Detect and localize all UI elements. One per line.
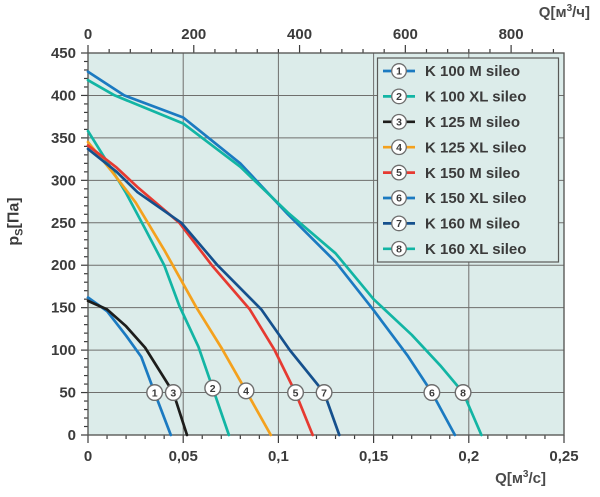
- legend-label-7: K 160 M sileo: [425, 216, 520, 233]
- legend-marker-circle-7: [391, 215, 407, 232]
- curve-marker-circle-3: [164, 384, 182, 402]
- bottom-tick-label: 0,2: [458, 448, 479, 465]
- top-tick-label: 800: [499, 26, 524, 43]
- curve-marker-number-2: 2: [210, 383, 216, 395]
- legend-box: [376, 57, 560, 263]
- curve-marker-circle-1: [146, 384, 164, 402]
- curve-marker-number-5: 5: [293, 387, 299, 399]
- y-tick-label: 450: [51, 45, 76, 62]
- curve-6-k-150-xl-sileo: [86, 70, 457, 437]
- curve-marker-circle-2: [204, 379, 222, 397]
- legend-marker-number-8: 8: [396, 243, 402, 255]
- y-tick-label: 250: [51, 215, 76, 232]
- curve-marker-circle-8: [454, 384, 472, 402]
- curve-marker-number-7: 7: [321, 387, 327, 399]
- top-axis-unit-label: Q[м3/ч]: [538, 3, 590, 21]
- plot-border: [87, 52, 565, 436]
- legend-marker-circle-4: [391, 139, 407, 156]
- legend-marker-number-2: 2: [396, 91, 402, 103]
- legend-marker-circle-6: [391, 190, 407, 206]
- legend-item-1: 1 K 100 M sileo: [383, 63, 520, 80]
- top-tick-label: 600: [393, 26, 418, 43]
- curve-7-k-160-m-sileo: [86, 147, 341, 437]
- legend-item-8: 8 K 160 XL sileo: [383, 240, 526, 258]
- legend-marker-circle-5: [391, 164, 407, 181]
- curve-5-k-150-m-sileo: [86, 144, 315, 437]
- tick-labels: 0 0,05 0,1 0,15 0,2 0,250 200 400 600 80005010015…: [51, 26, 579, 465]
- bottom-axis-unit-label: Q[м3/с]: [495, 469, 546, 487]
- legend-label-8: K 160 XL sileo: [425, 241, 526, 258]
- curve-markers: 1 2 3 4 5 6 7 8: [146, 379, 472, 402]
- legend-marker-number-1: 1: [396, 66, 402, 78]
- y-tick-label: 150: [51, 300, 76, 317]
- curve-marker-number-4: 4: [243, 386, 249, 398]
- legend-marker-circle-8: [391, 240, 407, 257]
- bottom-tick-label: 0,15: [359, 448, 388, 465]
- curve-marker-number-8: 8: [460, 387, 466, 399]
- legend-marker-number-4: 4: [396, 142, 402, 154]
- curve-marker-number-1: 1: [152, 387, 158, 399]
- curve-marker-number-6: 6: [429, 387, 435, 399]
- legend-item-4: 4 K 125 XL sileo: [383, 139, 526, 156]
- y-tick-label: 300: [51, 172, 76, 189]
- y-tick-label: 100: [51, 342, 76, 359]
- legend: 1 K 100 M sileo 2 K 100 XL sileo 3 K 125 M si…: [376, 57, 560, 263]
- legend-item-6: 6 K 150 XL sileo: [383, 190, 526, 207]
- legend-marker-number-6: 6: [396, 193, 402, 205]
- legend-label-6: K 150 XL sileo: [425, 190, 526, 207]
- curve-marker-circle-7: [315, 384, 333, 402]
- y-tick-label: 50: [59, 385, 76, 402]
- bottom-tick-label: 0,05: [169, 448, 198, 465]
- top-tick-label: 400: [287, 26, 312, 43]
- top-tick-label: 200: [181, 26, 206, 43]
- legend-label-2: K 100 XL sileo: [425, 89, 526, 106]
- y-axis-unit-label: pS[Па]: [5, 197, 26, 246]
- legend-marker-number-5: 5: [396, 167, 402, 179]
- legend-item-7: 7 K 160 M sileo: [383, 215, 520, 233]
- legend-item-2: 2 K 100 XL sileo: [383, 88, 526, 106]
- curve-marker-circle-6: [423, 384, 441, 402]
- legend-marker-number-3: 3: [396, 116, 402, 128]
- bottom-tick-label: 0: [84, 448, 92, 465]
- curve-marker-number-3: 3: [170, 387, 176, 399]
- legend-marker-circle-3: [391, 113, 407, 130]
- y-tick-label: 350: [51, 130, 76, 147]
- legend-marker-circle-1: [391, 63, 407, 79]
- y-tick-label: 400: [51, 87, 76, 104]
- legend-label-3: K 125 M sileo: [425, 114, 520, 131]
- y-tick-label: 200: [51, 257, 76, 274]
- curve-marker-circle-4: [237, 382, 255, 400]
- bottom-tick-label: 0,1: [268, 448, 289, 465]
- curve-marker-circle-5: [287, 384, 305, 402]
- top-tick-label: 0: [84, 26, 92, 43]
- legend-label-5: K 150 M sileo: [425, 165, 520, 182]
- axis-ticks: [81, 45, 565, 443]
- curve-8-k-160-xl-sileo: [86, 78, 483, 437]
- legend-marker-circle-2: [391, 88, 407, 105]
- y-tick-label: 0: [68, 427, 76, 444]
- legend-item-5: 5 K 150 M sileo: [383, 164, 520, 182]
- legend-label-4: K 125 XL sileo: [425, 139, 526, 156]
- legend-marker-number-7: 7: [396, 218, 402, 230]
- bottom-tick-label: 0,25: [549, 448, 578, 465]
- legend-item-3: 3 K 125 M sileo: [383, 113, 520, 131]
- legend-label-1: K 100 M sileo: [425, 63, 520, 80]
